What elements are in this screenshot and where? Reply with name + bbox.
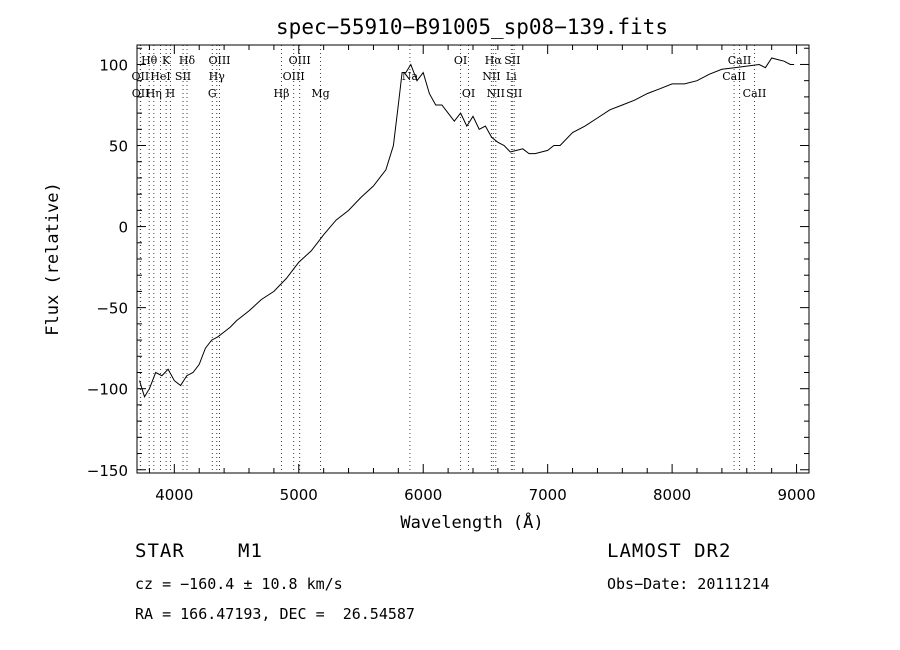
y-tick-label: −100 bbox=[87, 381, 128, 399]
line-label: Hδ bbox=[179, 54, 196, 67]
x-tick-label: 4000 bbox=[155, 486, 193, 504]
line-label: OIII bbox=[289, 54, 311, 67]
x-axis-label: Wavelength (Å) bbox=[400, 511, 543, 533]
y-tick-label: 0 bbox=[118, 219, 128, 237]
line-label: OI bbox=[454, 54, 467, 67]
x-tick-label: 6000 bbox=[404, 486, 442, 504]
line-label: OIII bbox=[283, 70, 305, 83]
line-label: HeI bbox=[150, 70, 170, 83]
spectrum-line bbox=[139, 57, 795, 399]
line-markers bbox=[139, 45, 755, 473]
line-label: Hβ bbox=[274, 87, 290, 100]
line-label: OIII bbox=[208, 54, 230, 67]
line-label: K bbox=[162, 54, 171, 67]
y-axis-ticks: −150 −100 −50 0 50 100 bbox=[87, 47, 809, 480]
y-tick-label: −50 bbox=[96, 300, 128, 318]
chart-title: spec−55910−B91005_sp08−139.fits bbox=[276, 15, 668, 39]
line-label: Hα bbox=[485, 54, 503, 67]
y-axis-label: Flux (relative) bbox=[43, 182, 63, 336]
object-class: M1 bbox=[238, 540, 263, 562]
line-label: Hγ bbox=[209, 70, 226, 83]
line-label: Hη bbox=[146, 87, 162, 100]
line-label: NII bbox=[482, 70, 500, 83]
x-tick-label: 8000 bbox=[653, 486, 691, 504]
line-label: CaII bbox=[722, 70, 746, 83]
line-label: OII bbox=[132, 70, 150, 83]
object-type: STAR bbox=[135, 540, 185, 562]
line-label: Li bbox=[506, 70, 517, 83]
line-label: Hθ bbox=[141, 54, 158, 67]
x-tick-label: 9000 bbox=[777, 486, 815, 504]
redshift-cz: cz = −160.4 ± 10.8 km/s bbox=[135, 575, 343, 593]
survey-name: LAMOST DR2 bbox=[607, 540, 732, 562]
line-label: SII bbox=[504, 54, 520, 67]
line-label: SII bbox=[175, 70, 191, 83]
line-label: Mg bbox=[311, 87, 329, 100]
x-axis-ticks: 4000 5000 6000 7000 8000 9000 bbox=[148, 45, 816, 504]
line-label: SII bbox=[506, 87, 522, 100]
y-tick-label: 100 bbox=[99, 56, 128, 74]
line-label: CaII bbox=[743, 87, 767, 100]
line-label: Na bbox=[402, 70, 419, 83]
x-tick-label: 7000 bbox=[529, 486, 567, 504]
line-label: OII bbox=[132, 87, 150, 100]
y-tick-label: −150 bbox=[87, 462, 128, 480]
x-tick-label: 5000 bbox=[280, 486, 318, 504]
line-label: H bbox=[166, 87, 176, 100]
obs-date: Obs−Date: 20111214 bbox=[607, 575, 770, 593]
plot-frame bbox=[136, 44, 810, 474]
y-tick-label: 50 bbox=[109, 138, 128, 156]
line-label: CaII bbox=[728, 54, 752, 67]
line-label: OI bbox=[462, 87, 475, 100]
ra-dec: RA = 166.47193, DEC = 26.54587 bbox=[135, 605, 415, 623]
line-label: NII bbox=[487, 87, 505, 100]
line-label: G bbox=[208, 87, 217, 100]
